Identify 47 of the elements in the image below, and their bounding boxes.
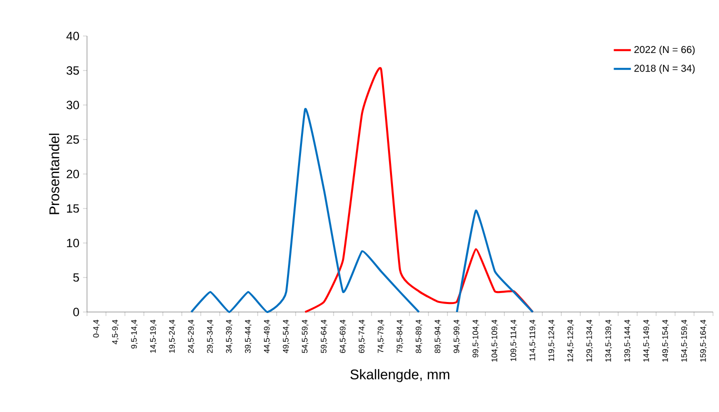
y-tick-label: 30 — [66, 100, 80, 110]
legend-label: 2022 (N = 66) — [634, 46, 695, 56]
x-tick-label: 89,5-94,4 — [434, 320, 442, 353]
y-axis-title: Prosentandel — [48, 134, 60, 214]
x-tick-label: 49,5-54,4 — [282, 320, 290, 354]
x-axis-title: Skallengde, mm — [350, 369, 450, 382]
x-tick-label: 149,5-154,4 — [662, 320, 669, 362]
x-tick-label: 39,5-44,4 — [244, 320, 252, 354]
x-tick-label: 74,5-79,4 — [378, 320, 384, 353]
y-tick-label: 15 — [67, 204, 79, 213]
y-tick-label: 20 — [66, 170, 80, 178]
y-tick-label: 5 — [73, 273, 79, 282]
x-tick-label: 29,5-34,4 — [207, 320, 214, 353]
x-tick-label: 124,5-129,4 — [567, 320, 574, 362]
y-tick-label: 10 — [67, 238, 80, 248]
x-tick-label: 119,5-124,4 — [548, 320, 556, 362]
x-tick-label: 0-4,4 — [93, 320, 100, 338]
x-tick-label: 59,5-64,4 — [320, 320, 328, 354]
x-tick-label: 139,5-144,4 — [624, 320, 631, 362]
x-tick-label: 54,5-59,4 — [302, 320, 308, 354]
y-tick-label: 40 — [66, 32, 80, 40]
line-series — [304, 68, 534, 314]
x-tick-label: 64,5-69,4 — [340, 320, 346, 353]
x-tick-label: 144,5-149,4 — [643, 320, 650, 362]
x-tick-label: 79,5-84,4 — [396, 320, 404, 353]
x-tick-label: 14,5-19,4 — [150, 320, 157, 353]
x-tick-label: 154,5-159,4 — [681, 320, 688, 362]
x-tick-label: 9,5-14,4 — [131, 320, 138, 349]
x-tick-label: 34,5-39,4 — [226, 320, 233, 354]
x-tick-label: 4,5-9,4 — [112, 320, 119, 344]
x-tick-label: 44,5-49,4 — [264, 320, 271, 354]
x-tick-label: 69,5-74,4 — [358, 320, 366, 353]
x-tick-label: 159,5-164,4 — [700, 320, 707, 362]
x-tick-label: 84,5-89,4 — [416, 320, 422, 353]
x-tick-label: 129,5-134,4 — [586, 320, 594, 362]
y-tick-label: 25 — [66, 135, 79, 144]
legend-label: 2018 (N = 34) — [634, 64, 695, 74]
x-tick-label: 19,5-24,4 — [169, 320, 176, 353]
x-tick-label: 94,5-99,4 — [454, 320, 460, 353]
x-tick-label: 99,5-104,4 — [472, 320, 480, 358]
x-tick-label: 109,5-114,4 — [510, 320, 518, 362]
y-tick-label: 0 — [73, 308, 80, 316]
x-tick-label: 24,5-29,4 — [188, 320, 195, 353]
x-tick-label: 134,5-139,4 — [605, 320, 612, 362]
x-tick-label: 104,5-109,4 — [492, 320, 498, 362]
y-tick-label: 35 — [66, 66, 79, 75]
x-tick-label: 114,5-119,4 — [529, 320, 536, 360]
